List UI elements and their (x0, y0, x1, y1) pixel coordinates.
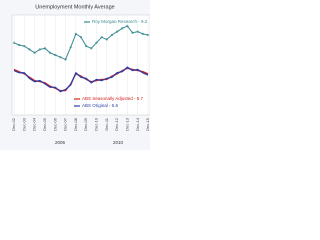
point (136, 30, 139, 33)
point (146, 33, 150, 37)
legend-label: Roy Morgan Research - 9.2 (92, 19, 148, 24)
x-tick-label: Dec-06 (52, 117, 57, 131)
x-tick-label: Dec-11 (104, 117, 109, 130)
point (110, 33, 114, 37)
point (121, 27, 124, 30)
point (59, 56, 62, 59)
series-line (13, 66, 149, 93)
point (90, 47, 93, 50)
series-line (13, 25, 149, 61)
legend-label: ABS Seasonally Adjusted - 5.7 (82, 96, 144, 101)
point (12, 41, 16, 44)
point (18, 43, 21, 47)
group-label: 2006 (55, 140, 66, 145)
plot-area (11, 14, 150, 116)
point (126, 24, 129, 28)
point (100, 36, 103, 39)
point (131, 31, 134, 34)
point (23, 44, 26, 48)
x-tick-label: Dec-04 (32, 117, 37, 131)
point (33, 51, 36, 54)
point (115, 30, 119, 33)
point (141, 32, 144, 36)
chart: Unemployment Monthly Average Dec-02 Dec-0… (0, 0, 150, 150)
x-tick-label: Dec-02 (11, 117, 16, 131)
point (38, 48, 41, 51)
x-tick-label: Dec-14 (135, 117, 140, 131)
x-tick-label: Dec-08 (73, 117, 78, 131)
x-tick-label: Dec-07 (63, 117, 68, 131)
chart-title: Unemployment Monthly Average (35, 4, 114, 10)
point (64, 58, 67, 61)
point (54, 53, 57, 57)
point (79, 36, 83, 39)
legend-label: ABS Original - 5.6 (82, 103, 119, 108)
x-tick-label: Dec-03 (21, 117, 26, 131)
x-tick-label: Dec-15 (145, 117, 150, 131)
x-tick-label: Dec-09 (83, 117, 88, 131)
point (95, 41, 98, 44)
point (85, 44, 88, 48)
point (105, 38, 108, 41)
point (43, 47, 47, 50)
point (28, 48, 31, 51)
x-tick-label: Dec-10 (94, 117, 99, 131)
point (69, 46, 72, 49)
x-tick-label: Dec-05 (42, 117, 47, 131)
point (48, 51, 52, 54)
x-tick-label: Dec-13 (124, 117, 129, 131)
group-label: 2010 (113, 140, 124, 145)
x-tick-label: Dec-12 (114, 117, 119, 131)
point (74, 32, 77, 36)
